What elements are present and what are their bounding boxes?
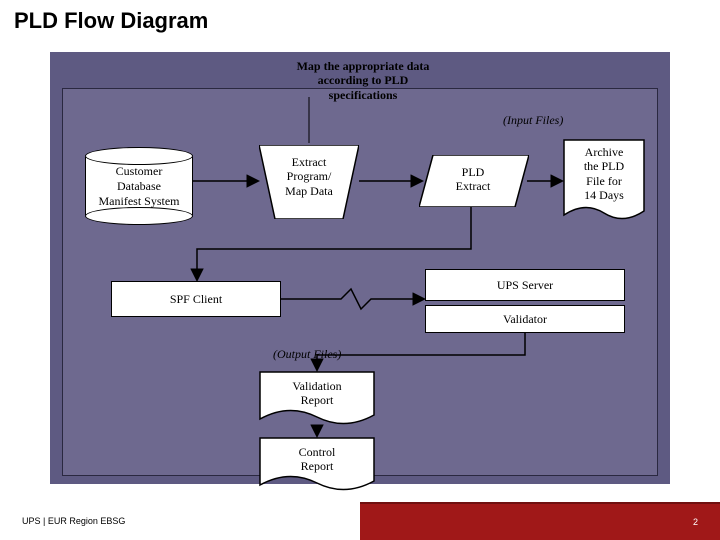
- node-spf-client-label: SPF Client: [170, 292, 222, 307]
- node-customer-db-label: CustomerDatabaseManifest System: [99, 164, 180, 209]
- db-top-ellipse: [85, 147, 193, 165]
- output-files-label: (Output Files): [273, 347, 341, 361]
- diagram-outer: Map the appropriate dataaccording to PLD…: [50, 52, 670, 484]
- diagram-inner: Map the appropriate dataaccording to PLD…: [62, 88, 658, 476]
- node-validator: Validator: [425, 305, 625, 333]
- node-archive-label: Archivethe PLDFile for14 Days: [567, 145, 641, 203]
- footer-left: UPS | EUR Region EBSG: [0, 502, 360, 540]
- node-ups-server: UPS Server: [425, 269, 625, 301]
- db-bottom-ellipse: [85, 207, 193, 225]
- footer-right: 2: [360, 502, 720, 540]
- node-control-report-label: ControlReport: [269, 445, 365, 474]
- node-pld-extract-label: PLDExtract: [433, 165, 513, 194]
- page-title: PLD Flow Diagram: [14, 8, 208, 34]
- node-ups-server-label: UPS Server: [497, 278, 553, 293]
- node-validator-label: Validator: [503, 312, 547, 327]
- node-spf-client: SPF Client: [111, 281, 281, 317]
- node-extract-program-label: ExtractProgram/Map Data: [263, 155, 355, 198]
- input-files-label: (Input Files): [503, 113, 563, 127]
- top-caption: Map the appropriate dataaccording to PLD…: [253, 59, 473, 102]
- footer-page-number: 2: [693, 517, 698, 527]
- node-validation-report-label: ValidationReport: [269, 379, 365, 408]
- footer-left-text: UPS | EUR Region EBSG: [22, 516, 125, 526]
